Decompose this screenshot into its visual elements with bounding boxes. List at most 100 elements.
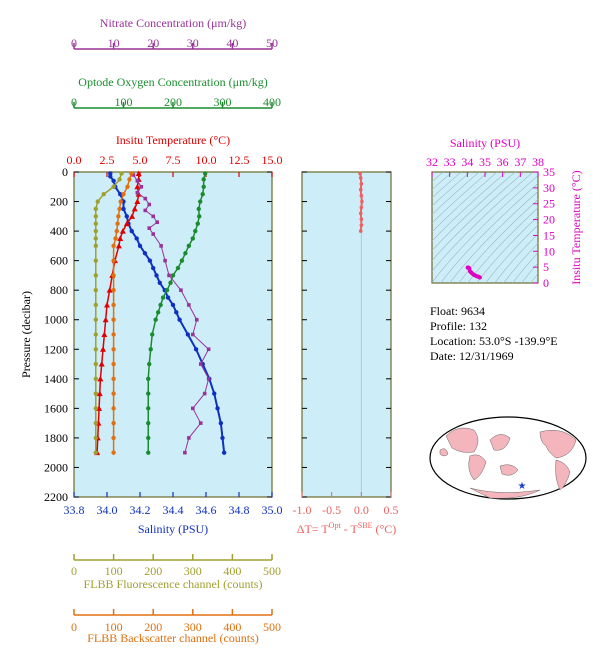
oxygen-point [170, 273, 176, 278]
oxygen-point [196, 206, 201, 212]
salinity-point [193, 347, 199, 352]
salinity-point [174, 310, 179, 315]
nitrate-point [143, 208, 148, 213]
nitrate-point [159, 244, 163, 248]
ts-contour-line [432, 172, 534, 272]
oxygen-tick-label: 400 [263, 95, 281, 109]
temperature-point [123, 220, 130, 227]
float-location-marker: ★ [518, 481, 527, 492]
oxygen-point [201, 184, 206, 189]
oxygen-point [146, 450, 151, 455]
delta-t-label-part: - T [341, 522, 359, 536]
oxygen-tick-label: 100 [115, 95, 133, 109]
temperature-point [96, 390, 103, 397]
backscatter-point [111, 361, 116, 367]
fluorescence-point [93, 206, 98, 212]
ts-contour-line [458, 199, 538, 283]
fluorescence-point [101, 191, 106, 197]
oxygen-point [146, 391, 151, 396]
backscatter-point [117, 206, 122, 212]
map-landmass [445, 427, 479, 453]
ts-contour-line [432, 175, 538, 283]
oxygen-point [150, 332, 155, 337]
map-landmass [489, 434, 511, 451]
oxygen-point [197, 214, 202, 219]
y-tick-label: 2200 [44, 490, 68, 504]
ts-plot-area [431, 171, 539, 284]
map-landmass [555, 459, 571, 491]
backscatter-point [121, 191, 126, 197]
salinity-point [185, 332, 191, 337]
salinity-point [121, 206, 126, 212]
temperature-tick-label: 7.5 [166, 153, 181, 167]
ts-y-tick-label: 10 [543, 244, 555, 258]
float-info: Float: 9634 Profile: 132 Location: 53.0°… [430, 304, 558, 364]
oxygen-point [190, 236, 195, 241]
salinity-point [154, 273, 159, 278]
ts-title: Salinity (PSU) [450, 136, 520, 150]
fluorescence-point [93, 243, 98, 249]
nitrate-point [187, 436, 191, 440]
salinity-point [142, 251, 148, 256]
backscatter-point [111, 287, 116, 293]
oxygen-point [153, 317, 158, 322]
backscatter-point [115, 221, 120, 226]
backscatter-point [111, 420, 116, 426]
ts-contour-line [512, 252, 538, 283]
fluorescence-point [93, 317, 98, 322]
backscatter-point [113, 236, 118, 241]
delta-t-point [360, 199, 364, 204]
nitrate-point [147, 226, 152, 230]
oxygen-point [198, 199, 203, 204]
temperature-tick-label: 0.0 [67, 153, 82, 167]
backscatter-point [111, 317, 116, 322]
y-tick-label: 1600 [44, 401, 68, 415]
y-tick-label: 1000 [44, 313, 68, 327]
oxygen-point [146, 420, 151, 426]
temperature-point [119, 228, 126, 234]
fluorescence-tick-label: 100 [105, 564, 123, 578]
date: Date: 12/31/1969 [430, 349, 514, 363]
fluorescence-point [93, 221, 98, 226]
backscatter-tick-label: 100 [105, 620, 123, 634]
nitrate-point [191, 406, 195, 411]
fluorescence-point [93, 228, 98, 234]
temperature-point [117, 235, 124, 241]
ts-contour-line [503, 242, 538, 283]
backscatter-point [111, 273, 116, 278]
fluorescence-point [119, 171, 124, 176]
ts-x-tick-label: 34 [461, 155, 473, 169]
nitrate-point [202, 391, 207, 396]
nitrate-tick-label: 40 [226, 36, 238, 50]
nitrate-point [167, 273, 171, 278]
backscatter-point [111, 347, 116, 352]
delta-t-point [359, 193, 364, 198]
backscatter-tick-label: 200 [144, 620, 162, 634]
ts-x-tick-label: 38 [532, 155, 544, 169]
y-tick-label: 0 [62, 165, 68, 179]
delta-t-panel: -1.0 -0.5 0.0 0.5 ΔT= TOpt - TSBE (°C) [293, 171, 399, 536]
temperature-tick-label: 12.5 [229, 153, 250, 167]
salinity-point [177, 317, 182, 322]
ts-x-tick-label: 37 [514, 155, 526, 169]
nitrate-point [135, 190, 140, 195]
temperature-point [98, 361, 105, 367]
salinity-point [108, 174, 113, 179]
backscatter-tick-label: 0 [71, 620, 77, 634]
nitrate-axis-label: Nitrate Concentration (μm/kg) [100, 16, 246, 30]
nitrate-tick-label: 20 [147, 36, 159, 50]
fluorescence-point [93, 420, 98, 426]
ts-x-tick-label: 32 [426, 155, 438, 169]
fluorescence-tick-label: 400 [223, 564, 241, 578]
nitrate-point [187, 303, 191, 307]
delta-t-point [359, 205, 364, 210]
delta-t-point [358, 176, 363, 180]
nitrate-tick-label: 0 [71, 36, 77, 50]
y-axis-label: Pressure (decibar) [19, 291, 33, 378]
backscatter-point [111, 406, 116, 411]
salinity-point [221, 450, 227, 455]
backscatter-tick-label: 300 [184, 620, 202, 634]
nitrate-point [143, 196, 148, 201]
nitrate-tick-label: 50 [266, 36, 278, 50]
